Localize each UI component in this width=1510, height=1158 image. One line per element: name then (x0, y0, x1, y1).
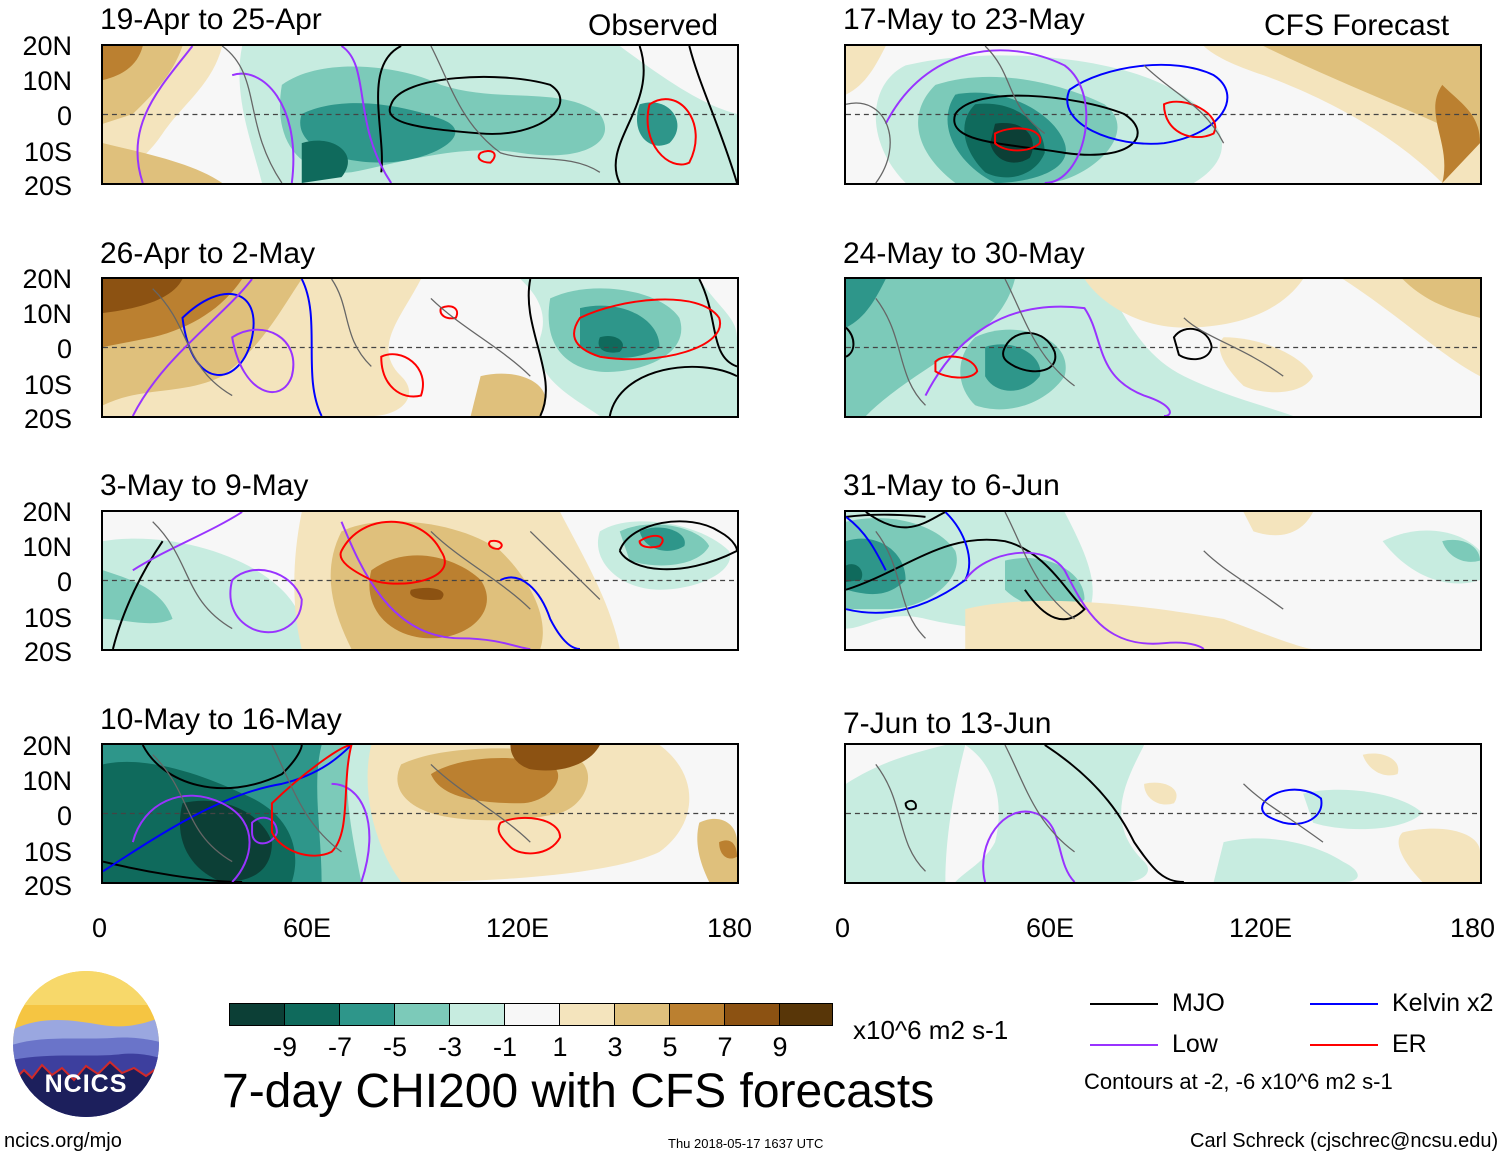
legend-label-er: ER (1392, 1030, 1427, 1058)
lon-label: 120E (486, 913, 550, 943)
observed-label: Observed (588, 9, 719, 42)
panel-title-4: 10-May to 16-May (100, 703, 342, 736)
map-panel-fcst-2 (844, 277, 1482, 418)
panel-title-8: 7-Jun to 13-Jun (843, 707, 1052, 740)
map-panel-obs-3 (101, 510, 739, 651)
colorbar-tick: 5 (662, 1032, 678, 1062)
forecast-label: CFS Forecast (1264, 9, 1450, 42)
lat-label: 0 (56, 567, 72, 597)
colorbar-tick: 9 (772, 1032, 788, 1062)
colorbar-swatch (724, 1003, 780, 1026)
lat-label: 10S (23, 370, 72, 400)
colorbar-swatch (449, 1003, 505, 1026)
colorbar-swatch (339, 1003, 395, 1026)
colorbar-swatch (229, 1003, 285, 1026)
colorbar-tick: -9 (272, 1032, 297, 1062)
colorbar-tick: -3 (437, 1032, 462, 1062)
lat-label: 20N (22, 264, 72, 294)
map-panel-fcst-3 (844, 510, 1482, 651)
lat-label: 20S (23, 404, 72, 434)
map-panel-fcst-4 (844, 743, 1482, 884)
legend-label-kelvin: Kelvin x2 (1392, 989, 1494, 1017)
colorbar-tick: -7 (327, 1032, 352, 1062)
colorbar-tick: -5 (382, 1032, 407, 1062)
lat-label: 10N (22, 766, 72, 796)
panel-title-1: 19-Apr to 25-Apr (100, 3, 322, 36)
lon-label: 0 (92, 913, 108, 943)
lat-label: 10N (22, 66, 72, 96)
lat-label: 0 (56, 801, 72, 831)
lat-label: 20S (23, 871, 72, 901)
panel-title-7: 31-May to 6-Jun (843, 469, 1060, 502)
map-panel-fcst-1 (844, 44, 1482, 185)
legend-line-kelvin (1310, 1003, 1378, 1005)
panel-title-5: 17-May to 23-May (843, 3, 1085, 36)
colorbar-tick: 1 (552, 1032, 568, 1062)
lat-label: 10S (23, 603, 72, 633)
logo-text: NCICS (44, 1070, 128, 1098)
map-panel-obs-1 (101, 44, 739, 185)
legend-label-mjo: MJO (1172, 989, 1225, 1017)
lon-label: 180 (1450, 913, 1496, 943)
lat-label: 20N (22, 497, 72, 527)
lat-label: 10S (23, 137, 72, 167)
colorbar-swatch (394, 1003, 450, 1026)
lon-label: 180 (707, 913, 753, 943)
lat-label: 20N (22, 731, 72, 761)
lat-label: 10N (22, 299, 72, 329)
units-label: x10^6 m2 s-1 (853, 1015, 1009, 1045)
site-link[interactable]: ncics.org/mjo (4, 1130, 122, 1152)
lon-label: 0 (835, 913, 851, 943)
legend-line-low (1090, 1044, 1158, 1046)
ncics-logo: NCICS (12, 970, 160, 1118)
lat-label: 20S (23, 637, 72, 667)
colorbar-swatch (614, 1003, 670, 1026)
lon-label: 60E (283, 913, 332, 943)
colorbar-swatch (504, 1003, 560, 1026)
panel-title-2: 26-Apr to 2-May (100, 237, 316, 270)
lat-label: 20N (22, 31, 72, 61)
colorbar-swatch (559, 1003, 615, 1026)
map-panel-obs-2 (101, 277, 739, 418)
lat-label: 10N (22, 532, 72, 562)
colorbar-swatch (284, 1003, 340, 1026)
lat-label: 10S (23, 837, 72, 867)
panel-title-3: 3-May to 9-May (100, 469, 309, 502)
lon-label: 60E (1026, 913, 1075, 943)
timestamp: Thu 2018-05-17 1637 UTC (668, 1136, 824, 1151)
colorbar-tick: 7 (717, 1032, 733, 1062)
author-credit: Carl Schreck (cjschrec@ncsu.edu) (1190, 1130, 1499, 1152)
legend-line-er (1310, 1044, 1378, 1046)
colorbar-tick: 3 (607, 1032, 623, 1062)
lat-label: 20S (23, 171, 72, 201)
legend-line-mjo (1090, 1003, 1158, 1005)
lon-label: 120E (1229, 913, 1293, 943)
figure-title: 7-day CHI200 with CFS forecasts (222, 1065, 935, 1118)
colorbar-swatch (779, 1003, 833, 1026)
map-panel-obs-4 (101, 743, 739, 884)
panel-title-6: 24-May to 30-May (843, 237, 1085, 270)
lat-label: 0 (56, 334, 72, 364)
colorbar-swatch (669, 1003, 725, 1026)
legend-note: Contours at -2, -6 x10^6 m2 s-1 (1084, 1069, 1393, 1094)
lat-label: 0 (56, 101, 72, 131)
colorbar-tick: -1 (492, 1032, 517, 1062)
legend-label-low: Low (1172, 1030, 1218, 1058)
